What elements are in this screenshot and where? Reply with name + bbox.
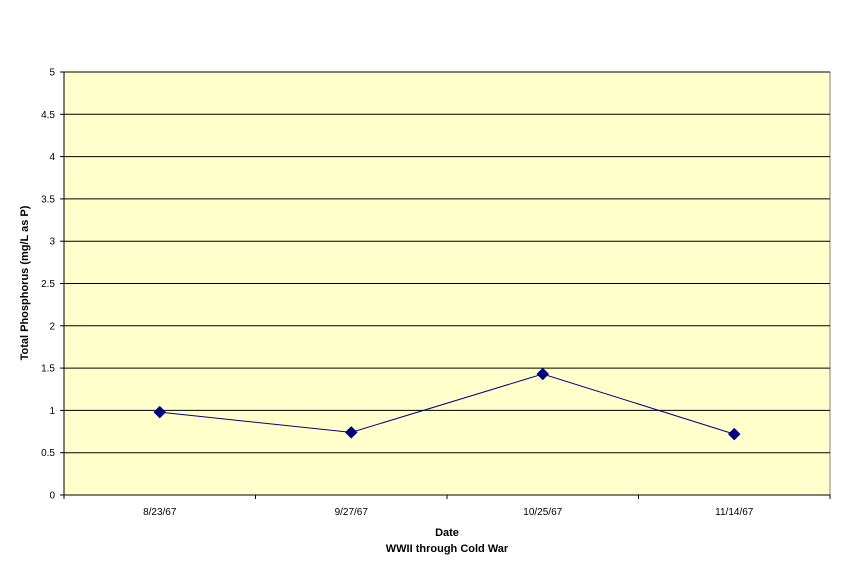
x-axis-title: Date [435,527,459,539]
data-point-marker [536,367,550,381]
y-tick-label: 4.5 [41,110,55,121]
y-tick-label: 4 [49,152,55,163]
y-tick-label: 3.5 [41,194,55,205]
y-tick-label: 3 [49,237,55,248]
x-tick-label: 10/25/67 [523,507,562,518]
x-tick-label: 8/23/67 [143,507,177,518]
x-tick-label: 9/27/67 [335,507,369,518]
data-point-marker [153,405,167,419]
data-point-marker [344,426,358,439]
y-tick-label: 0 [49,491,55,502]
x-axis-subtitle: WWII through Cold War [386,543,509,555]
x-tick-label: 11/14/67 [715,507,754,518]
y-tick-label: 5 [49,68,55,79]
y-tick-label: 2.5 [41,279,55,290]
series-line [159,373,735,435]
y-tick-label: 1 [49,406,55,417]
y-tick-label: 0.5 [41,448,55,459]
gridlines [64,71,830,454]
series-group [153,367,741,441]
data-point-marker [727,427,741,441]
y-tick-label: 1.5 [41,364,55,375]
y-axis-title: Total Phosphorus (mg/L as P) [19,205,31,360]
x-ticks: 8/23/67 9/27/67 10/25/67 11/14/67 [63,495,831,518]
y-ticks: 0 0.5 1 1.5 2 2.5 3 3.5 4 4.5 5 [41,68,64,502]
y-tick-label: 2 [49,321,55,332]
